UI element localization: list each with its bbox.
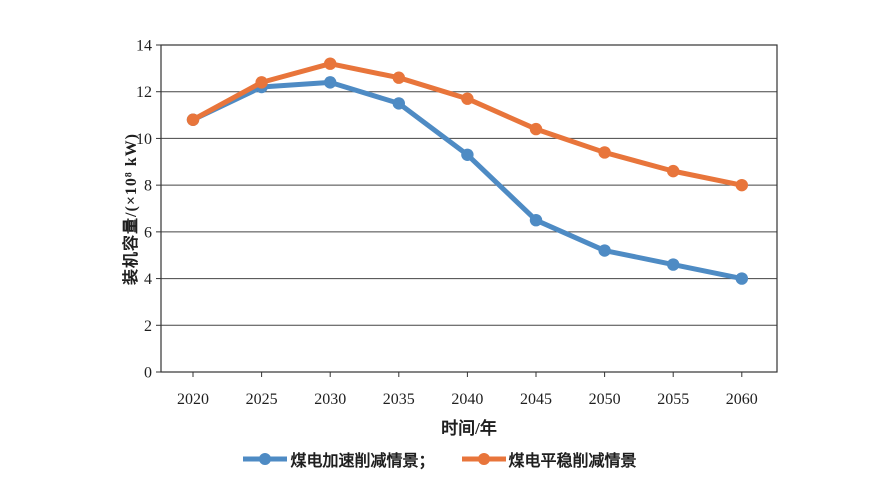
legend-label-accelerated: 煤电加速削减情景； (290, 453, 435, 470)
data-point (598, 146, 611, 159)
y-tick-label: 2 (144, 318, 152, 335)
legend-item-accelerated: 煤电加速削减情景； (242, 447, 435, 471)
data-point (324, 76, 337, 89)
x-axis-title: 时间/年 (441, 419, 497, 438)
series-line (190, 61, 745, 188)
x-tick-label: 2035 (383, 391, 415, 408)
data-point (392, 97, 405, 110)
data-point (461, 148, 474, 161)
y-tick-label: 12 (136, 84, 152, 101)
x-tick-label: 2025 (246, 391, 278, 408)
plot-area: 0 2 4 6 8 10 12 14 2020 2025 2030 2035 2040 2045 2050 2… (136, 38, 778, 408)
y-tick-label: 4 (144, 271, 152, 288)
blue-line-marker-icon (243, 453, 288, 465)
plot-border (160, 44, 778, 373)
x-tick-label: 2040 (451, 391, 483, 408)
legend-item-steady: 煤电平稳削减情景 (461, 447, 637, 471)
data-point (324, 57, 337, 70)
data-point (667, 258, 680, 271)
data-point (598, 244, 611, 257)
series-line (190, 79, 745, 282)
y-tick-label: 8 (144, 178, 152, 195)
legend-label-steady: 煤电平稳削减情景 (508, 453, 637, 470)
orange-line-marker-icon (461, 453, 506, 465)
legend: 煤电加速削减情景； 煤电平稳削减情景 (0, 447, 879, 471)
x-tick-label: 2060 (726, 391, 758, 408)
y-tick-label: 0 (144, 365, 152, 382)
x-tick-label: 2030 (314, 391, 346, 408)
data-point (667, 164, 680, 178)
data-point (255, 76, 268, 89)
x-tick-label: 2055 (657, 391, 689, 408)
x-tick-label: 2050 (589, 391, 621, 408)
y-tick-label: 6 (144, 224, 152, 241)
data-point (735, 272, 748, 285)
y-tick-label: 10 (136, 131, 152, 148)
x-tick-label: 2020 (177, 391, 209, 408)
data-point (735, 178, 748, 192)
y-tick-label: 14 (136, 38, 152, 55)
data-point (186, 113, 200, 126)
data-point (461, 92, 474, 105)
data-point (529, 122, 543, 136)
x-tick-label: 2045 (520, 391, 552, 408)
data-point (529, 213, 543, 227)
data-point (392, 71, 405, 84)
